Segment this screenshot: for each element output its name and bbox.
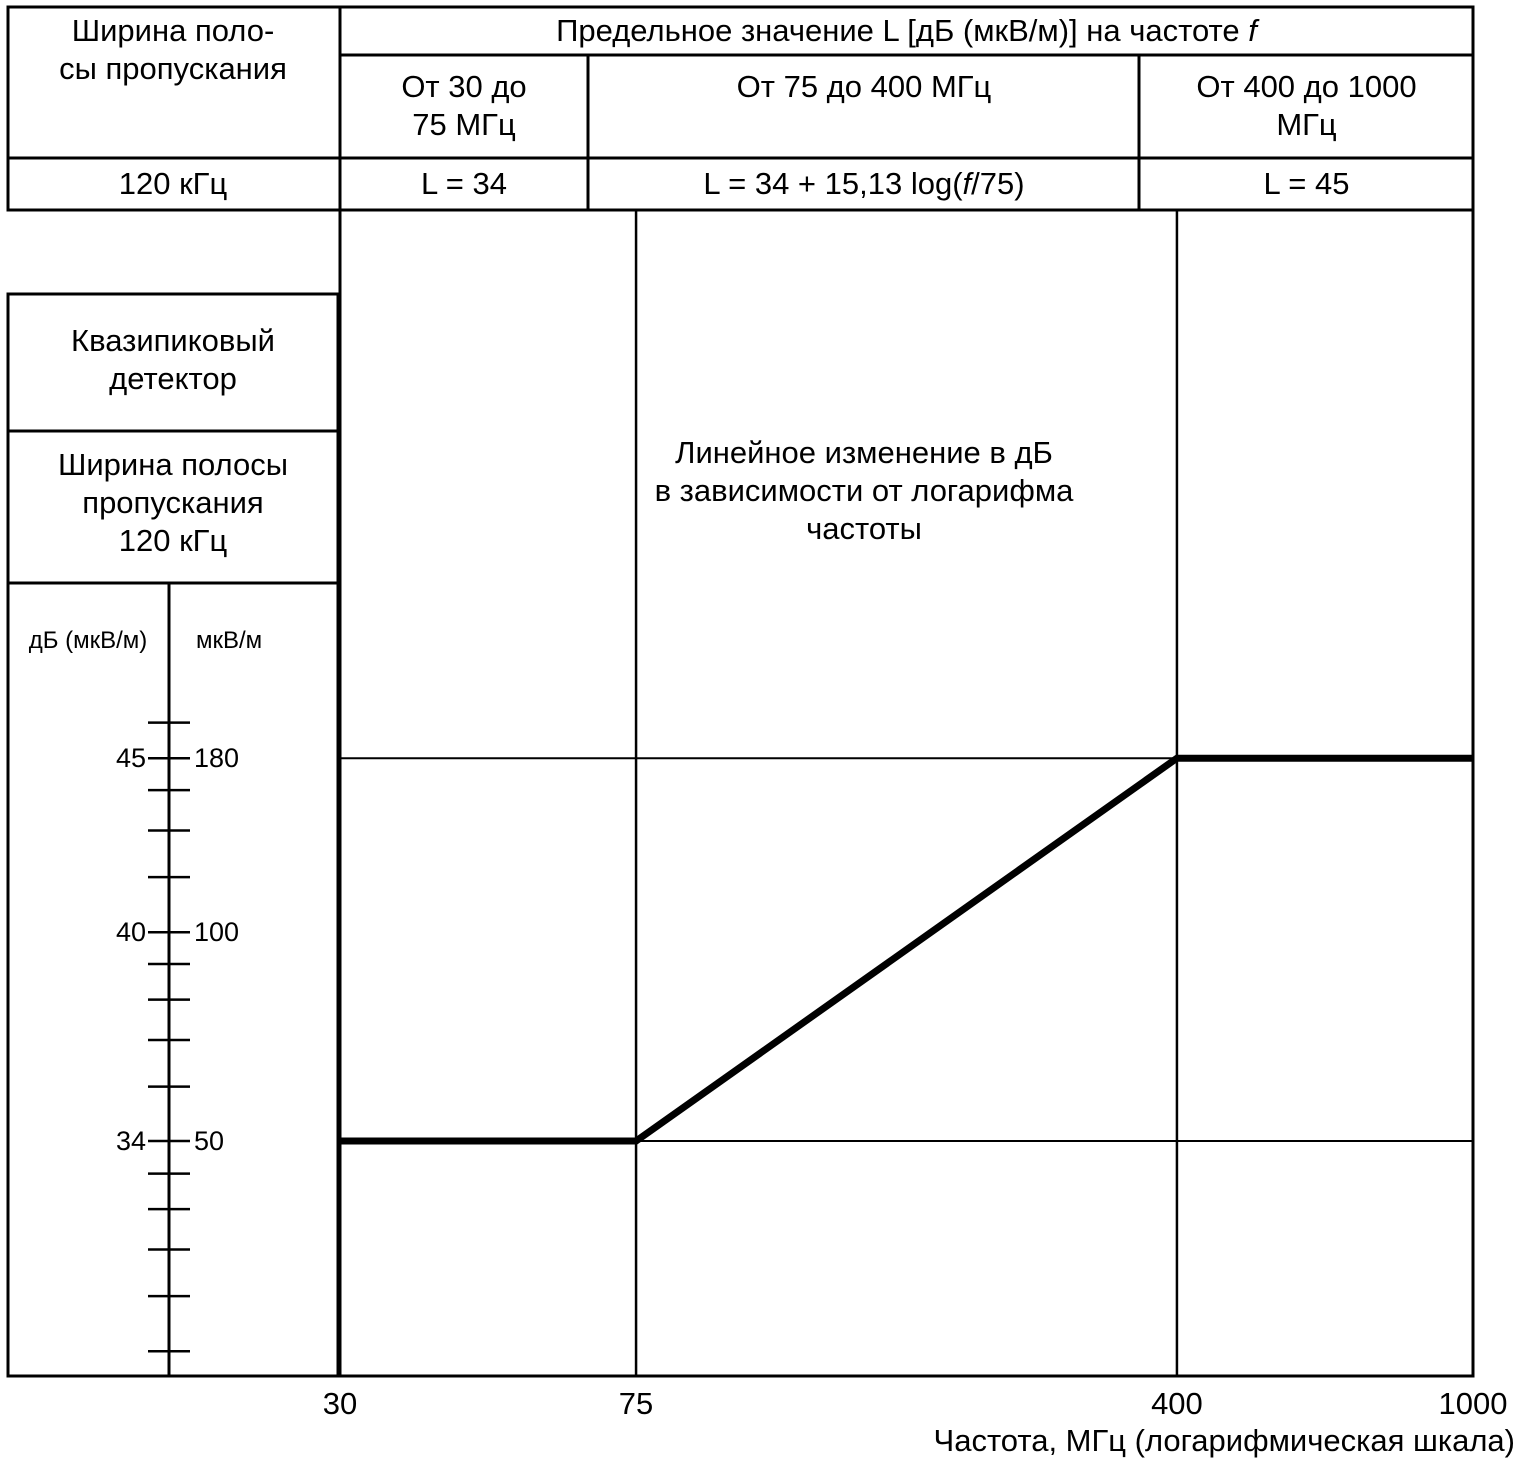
range-30-75: От 30 до 75 МГц	[401, 69, 527, 142]
formula-prefix: L = 34 + 15,13 log(	[703, 166, 963, 201]
limit-point	[339, 1140, 341, 1142]
bandwidth-value: 120 кГц	[118, 166, 228, 201]
y-tick-label-db: 45	[115, 743, 146, 774]
uv-unit-label: мкВ/м	[196, 627, 263, 654]
y-tick-label-uv: 100	[194, 917, 240, 948]
limit-header-var: f	[1248, 13, 1257, 48]
limit-header-text: Предельное значение L [дБ (мкВ/м)] на ча…	[556, 13, 1249, 48]
x-tick-label: 400	[1151, 1386, 1203, 1421]
limit-point	[1472, 757, 1474, 759]
formula-suffix: /75)	[971, 166, 1025, 201]
limit-series-line	[340, 754, 1473, 1145]
x-axis-title: Частота, МГц (логарифмическая шкала)	[933, 1423, 1515, 1458]
side-panel-frame	[6, 292, 340, 1378]
limit-header: Предельное значение L [дБ (мкВ/м)] на ча…	[340, 12, 1473, 50]
formula-75-400: L = 34 + 15,13 log(f/75)	[590, 165, 1138, 203]
db-unit-label: дБ (мкВ/м)	[28, 627, 148, 654]
formula-30-75: L = 34	[421, 166, 507, 201]
side-bandwidth-label: Ширина полосы пропускания 120 кГц	[57, 447, 289, 558]
y-tick-label-uv: 180	[194, 743, 240, 774]
y-tick-label-uv: 50	[194, 1126, 225, 1156]
x-tick-label: 75	[618, 1386, 654, 1421]
x-tick-label: 30	[322, 1386, 358, 1421]
linear-change-annotation: Линейное изменение в дБ в зависимости от…	[654, 435, 1074, 546]
y-tick-label-db: 34	[115, 1126, 146, 1156]
y-tick-label-db: 40	[115, 917, 146, 948]
range-400-1000: От 400 до 1000 МГц	[1196, 69, 1417, 142]
formula-var: f	[962, 166, 972, 201]
limit-point	[635, 1140, 637, 1142]
formula-400-1000: L = 45	[1263, 166, 1350, 201]
bandwidth-header: Ширина поло- сы пропускания	[59, 13, 287, 86]
x-tick-label: 1000	[1438, 1386, 1508, 1421]
detector-label: Квазипиковый детектор	[71, 323, 275, 396]
range-75-400: От 75 до 400 МГц	[736, 69, 992, 104]
plot-frame	[338, 208, 1475, 1378]
limit-point	[1176, 757, 1178, 759]
